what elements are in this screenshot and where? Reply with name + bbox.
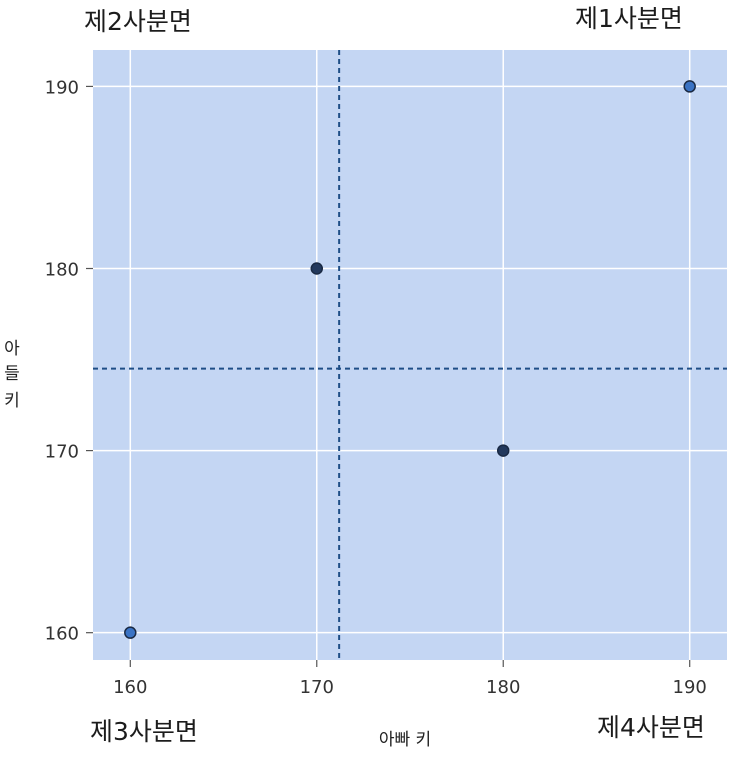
data-point (683, 80, 696, 93)
quadrant-label-3: 제3사분면 (90, 717, 198, 746)
y-tick-label: 170 (45, 442, 79, 463)
data-point (310, 262, 324, 275)
x-axis-ticks: 160 170 180 190 (113, 660, 707, 698)
quadrant-label-4: 제4사분면 (597, 713, 705, 742)
y-axis-label-char: 들 (4, 364, 20, 384)
x-axis-label: 아빠 키 (379, 730, 431, 750)
grid (93, 50, 727, 660)
mean-reference-lines (93, 50, 727, 660)
quadrant-label-1: 제1사분면 (575, 4, 683, 33)
data-point (124, 626, 137, 639)
y-axis-label-char: 아 (4, 339, 20, 359)
x-tick-label: 190 (673, 677, 707, 698)
data-points (124, 80, 696, 639)
x-tick-label: 180 (486, 677, 520, 698)
data-point (496, 444, 510, 457)
x-tick-label: 160 (113, 677, 147, 698)
quadrant-label-2: 제2사분면 (84, 7, 192, 36)
y-tick-label: 160 (45, 624, 79, 645)
y-tick-label: 180 (45, 260, 79, 281)
x-tick-label: 170 (300, 677, 334, 698)
y-axis-label: 아 들 키 (4, 339, 20, 411)
plot-background (93, 50, 727, 660)
y-axis-ticks: 160 170 180 190 (45, 77, 93, 645)
y-axis-label-char: 키 (4, 391, 20, 411)
y-tick-label: 190 (45, 77, 79, 98)
